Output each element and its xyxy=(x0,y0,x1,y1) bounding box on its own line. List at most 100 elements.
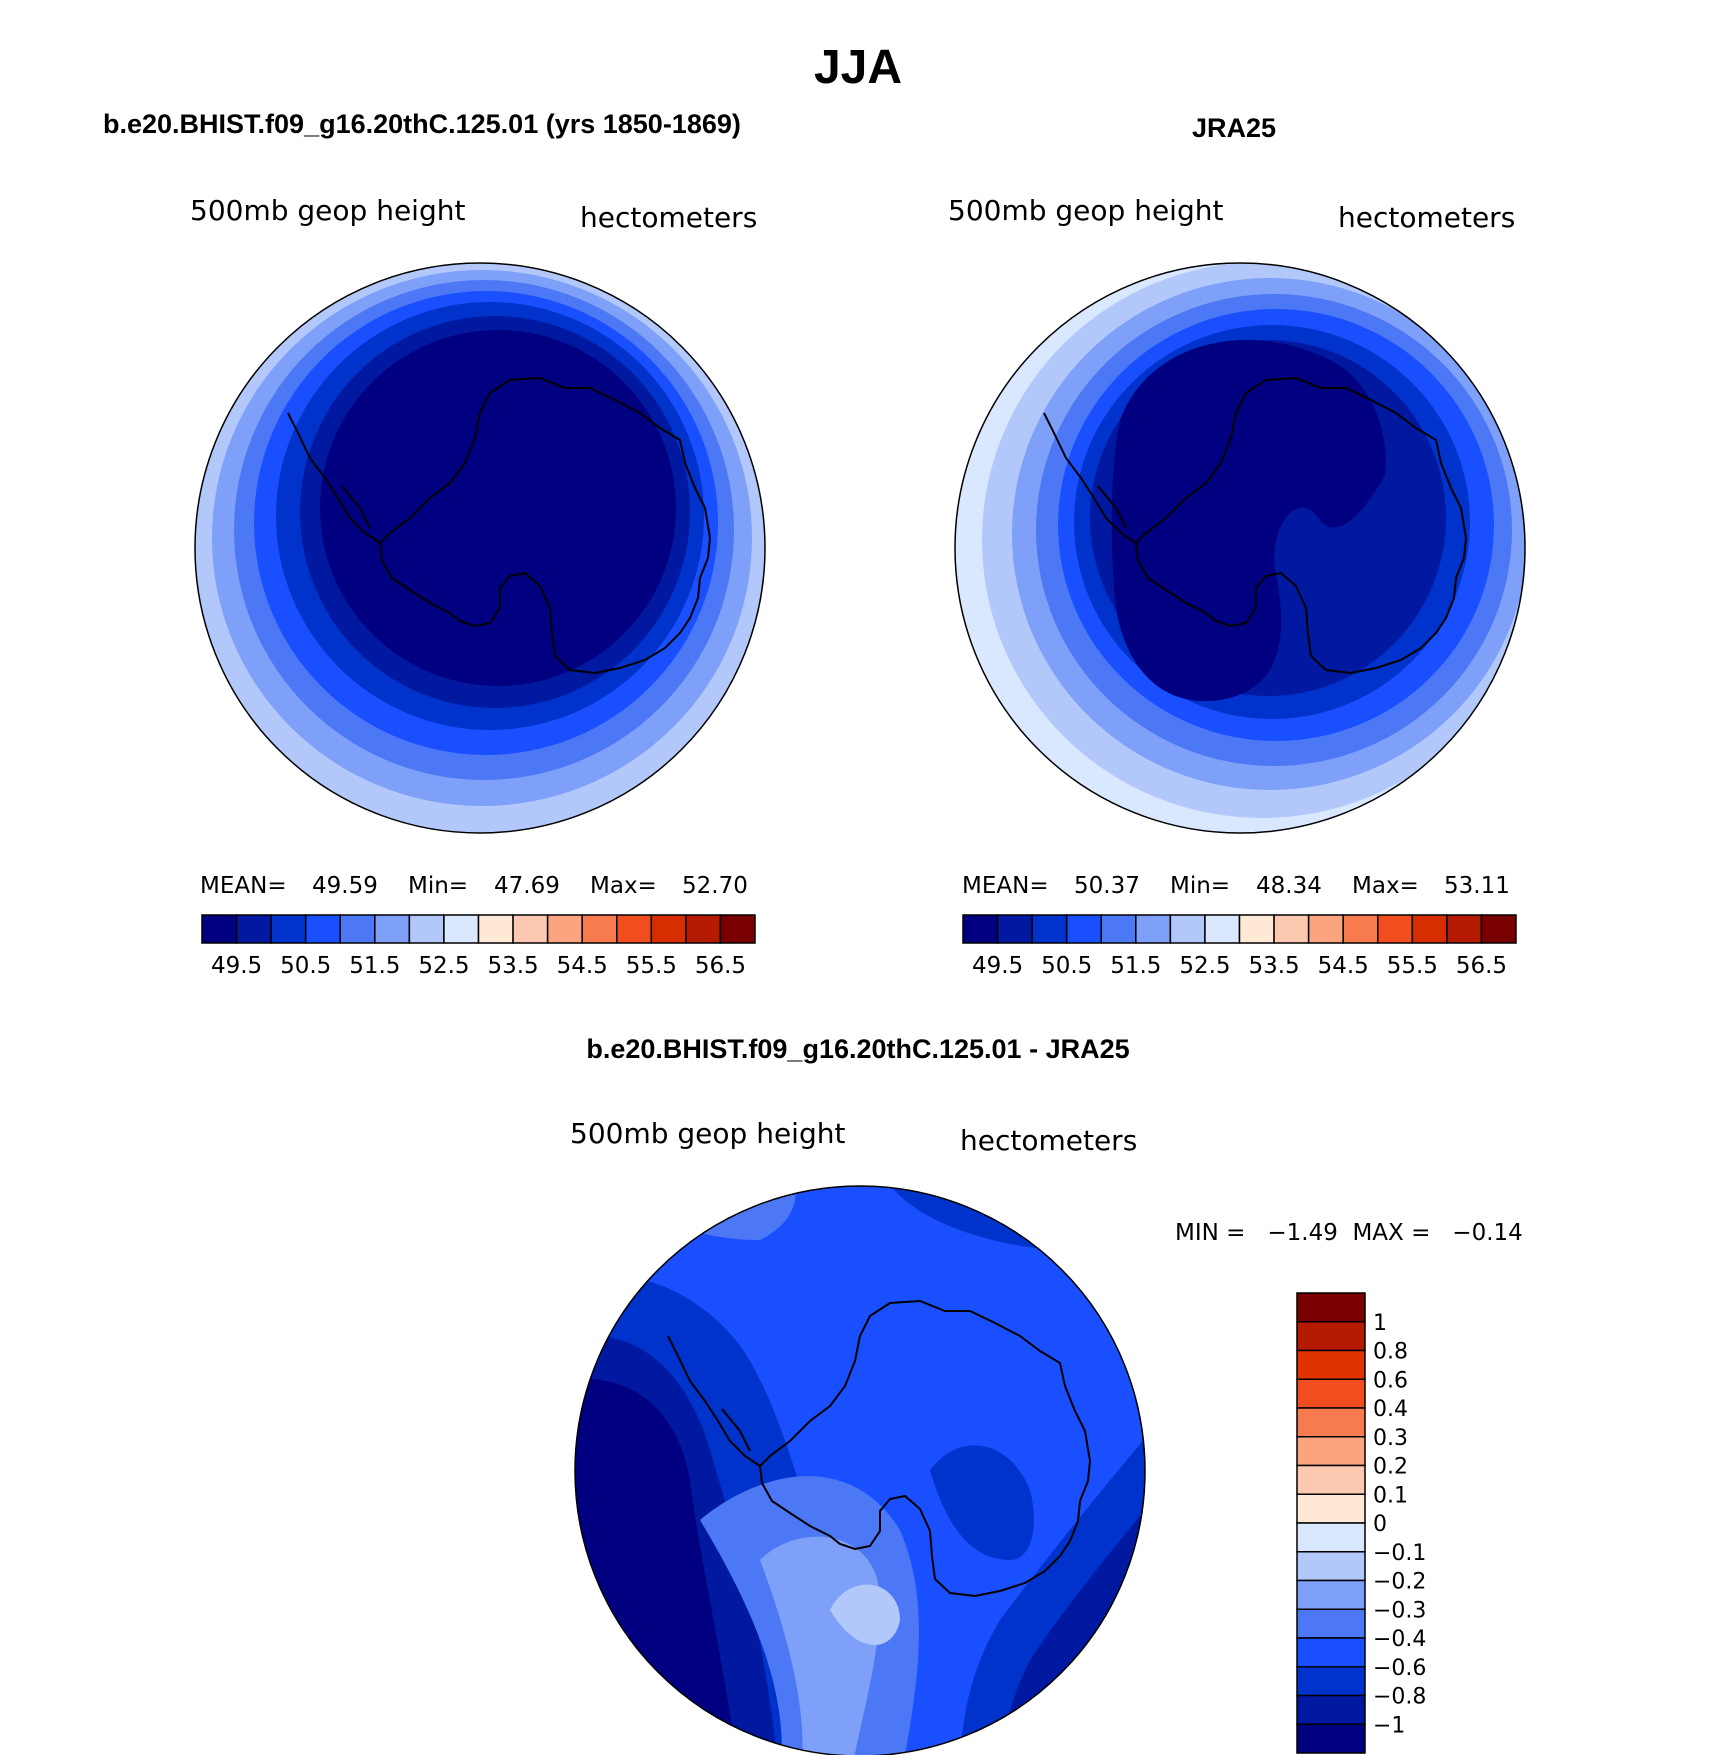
colorbar-box xyxy=(1296,1407,1366,1438)
colorbar-box xyxy=(1296,1723,1366,1754)
colorbar-box xyxy=(1446,914,1483,944)
colorbar-tick-label: 0.6 xyxy=(1373,1368,1408,1393)
colorbar-tick-label: 50.5 xyxy=(1041,953,1092,979)
colorbar-tick-label: −0.4 xyxy=(1373,1627,1426,1652)
colorbar-box xyxy=(650,914,687,944)
colorbar-tick-label: 51.5 xyxy=(1110,953,1161,979)
colorbar-diff-labels: 1 0.8 0.6 0.4 0.3 0.2 0.1 0 −0.1 −0.2 −0.3 −0.4 −0.6… xyxy=(1373,1311,1426,1739)
colorbar-box xyxy=(1296,1493,1366,1524)
colorbar-box xyxy=(1480,914,1517,944)
panel-obs-mean: 50.37 xyxy=(1074,873,1140,899)
panel-model-title: b.e20.BHIST.f09_g16.20thC.125.01 (yrs 18… xyxy=(103,109,741,139)
colorbar-box xyxy=(1296,1349,1366,1380)
panel-diff-minmax: MIN = −1.49 MAX = −0.14 xyxy=(1175,1220,1523,1246)
map-diff xyxy=(575,1186,1145,1755)
colorbar-box xyxy=(1296,1579,1366,1610)
panel-obs-title: JRA25 xyxy=(1192,113,1276,143)
colorbar-tick-label: 56.5 xyxy=(1456,953,1507,979)
colorbar-box xyxy=(1204,914,1241,944)
panel-model-mean: 49.59 xyxy=(312,873,378,899)
colorbar-box xyxy=(1273,914,1310,944)
colorbar-tick-label: 1 xyxy=(1373,1311,1387,1336)
panel-obs-units: hectometers xyxy=(1338,201,1515,234)
colorbar-box xyxy=(1296,1321,1366,1352)
colorbar-tick-label: −0.3 xyxy=(1373,1598,1426,1623)
panel-model-mean-label: MEAN= xyxy=(200,873,287,899)
colorbar-tick-label: −0.2 xyxy=(1373,1570,1426,1595)
colorbar-box xyxy=(1296,1436,1366,1467)
colorbar-box xyxy=(1342,914,1379,944)
colorbar-tick-label: 52.5 xyxy=(418,953,469,979)
colorbar-obs xyxy=(962,914,1517,944)
colorbar-box xyxy=(408,914,445,944)
panel-model-min-label: Min= xyxy=(408,873,468,899)
map-model xyxy=(195,263,765,833)
colorbar-tick-label: −0.8 xyxy=(1373,1685,1426,1710)
colorbar-tick-label: 0.2 xyxy=(1373,1455,1408,1480)
colorbar-model xyxy=(201,914,756,944)
colorbar-box xyxy=(1296,1522,1366,1553)
colorbar-box xyxy=(962,914,999,944)
colorbar-box xyxy=(1307,914,1344,944)
colorbar-box xyxy=(1169,914,1206,944)
colorbar-tick-label: 52.5 xyxy=(1179,953,1230,979)
colorbar-tick-label: 50.5 xyxy=(280,953,331,979)
colorbar-box xyxy=(1296,1666,1366,1697)
colorbar-box xyxy=(1296,1637,1366,1668)
colorbar-box xyxy=(581,914,618,944)
panel-obs-min: 48.34 xyxy=(1256,873,1322,899)
colorbar-box xyxy=(1411,914,1448,944)
panel-diff-units: hectometers xyxy=(960,1124,1137,1157)
figure-title: JJA xyxy=(814,41,902,94)
colorbar-box xyxy=(1065,914,1102,944)
colorbar-box xyxy=(270,914,307,944)
panel-model-min: 47.69 xyxy=(494,873,560,899)
colorbar-tick-label: 0.1 xyxy=(1373,1483,1408,1508)
colorbar-box xyxy=(201,914,238,944)
colorbar-tick-label: 53.5 xyxy=(1248,953,1299,979)
colorbar-obs-labels: 49.5 50.5 51.5 52.5 53.5 54.5 55.5 56.5 xyxy=(972,953,1507,979)
colorbar-box xyxy=(996,914,1033,944)
colorbar-box xyxy=(1135,914,1172,944)
colorbar-box xyxy=(339,914,376,944)
colorbar-tick-label: 49.5 xyxy=(972,953,1023,979)
colorbar-tick-label: 54.5 xyxy=(557,953,608,979)
colorbar-box xyxy=(1031,914,1068,944)
panel-model-units: hectometers xyxy=(580,201,757,234)
colorbar-box xyxy=(1296,1292,1366,1323)
panel-obs: JRA25 500mb geop height hectometers MEAN… xyxy=(948,113,1526,979)
panel-diff-title: b.e20.BHIST.f09_g16.20thC.125.01 - JRA25 xyxy=(586,1034,1129,1064)
colorbar-tick-label: 51.5 xyxy=(349,953,400,979)
colorbar-tick-label: −0.6 xyxy=(1373,1656,1426,1681)
colorbar-box xyxy=(512,914,549,944)
panel-model-max-label: Max= xyxy=(590,873,657,899)
colorbar-tick-label: −0.1 xyxy=(1373,1541,1426,1566)
panel-obs-mean-label: MEAN= xyxy=(962,873,1049,899)
colorbar-diff xyxy=(1296,1292,1366,1754)
colorbar-box xyxy=(1296,1378,1366,1409)
panel-model-variable: 500mb geop height xyxy=(190,194,465,227)
panel-obs-variable: 500mb geop height xyxy=(948,194,1223,227)
colorbar-box xyxy=(546,914,583,944)
colorbar-model-labels: 49.5 50.5 51.5 52.5 53.5 54.5 55.5 56.5 xyxy=(211,953,746,979)
colorbar-box xyxy=(477,914,514,944)
colorbar-tick-label: 49.5 xyxy=(211,953,262,979)
colorbar-box xyxy=(374,914,411,944)
colorbar-tick-label: 56.5 xyxy=(695,953,746,979)
panel-diff-variable: 500mb geop height xyxy=(570,1117,845,1150)
panel-model: b.e20.BHIST.f09_g16.20thC.125.01 (yrs 18… xyxy=(103,109,766,979)
panel-obs-max-label: Max= xyxy=(1352,873,1419,899)
colorbar-tick-label: 53.5 xyxy=(487,953,538,979)
colorbar-tick-label: 0 xyxy=(1373,1512,1387,1537)
panel-model-max: 52.70 xyxy=(682,873,748,899)
colorbar-box xyxy=(1377,914,1414,944)
colorbar-box xyxy=(1238,914,1275,944)
panel-diff: b.e20.BHIST.f09_g16.20thC.125.01 - JRA25… xyxy=(570,1034,1523,1755)
colorbar-box xyxy=(235,914,272,944)
colorbar-box xyxy=(1296,1608,1366,1639)
map-obs xyxy=(955,263,1525,833)
colorbar-box xyxy=(1100,914,1137,944)
colorbar-tick-label: 54.5 xyxy=(1318,953,1369,979)
colorbar-box xyxy=(1296,1551,1366,1582)
